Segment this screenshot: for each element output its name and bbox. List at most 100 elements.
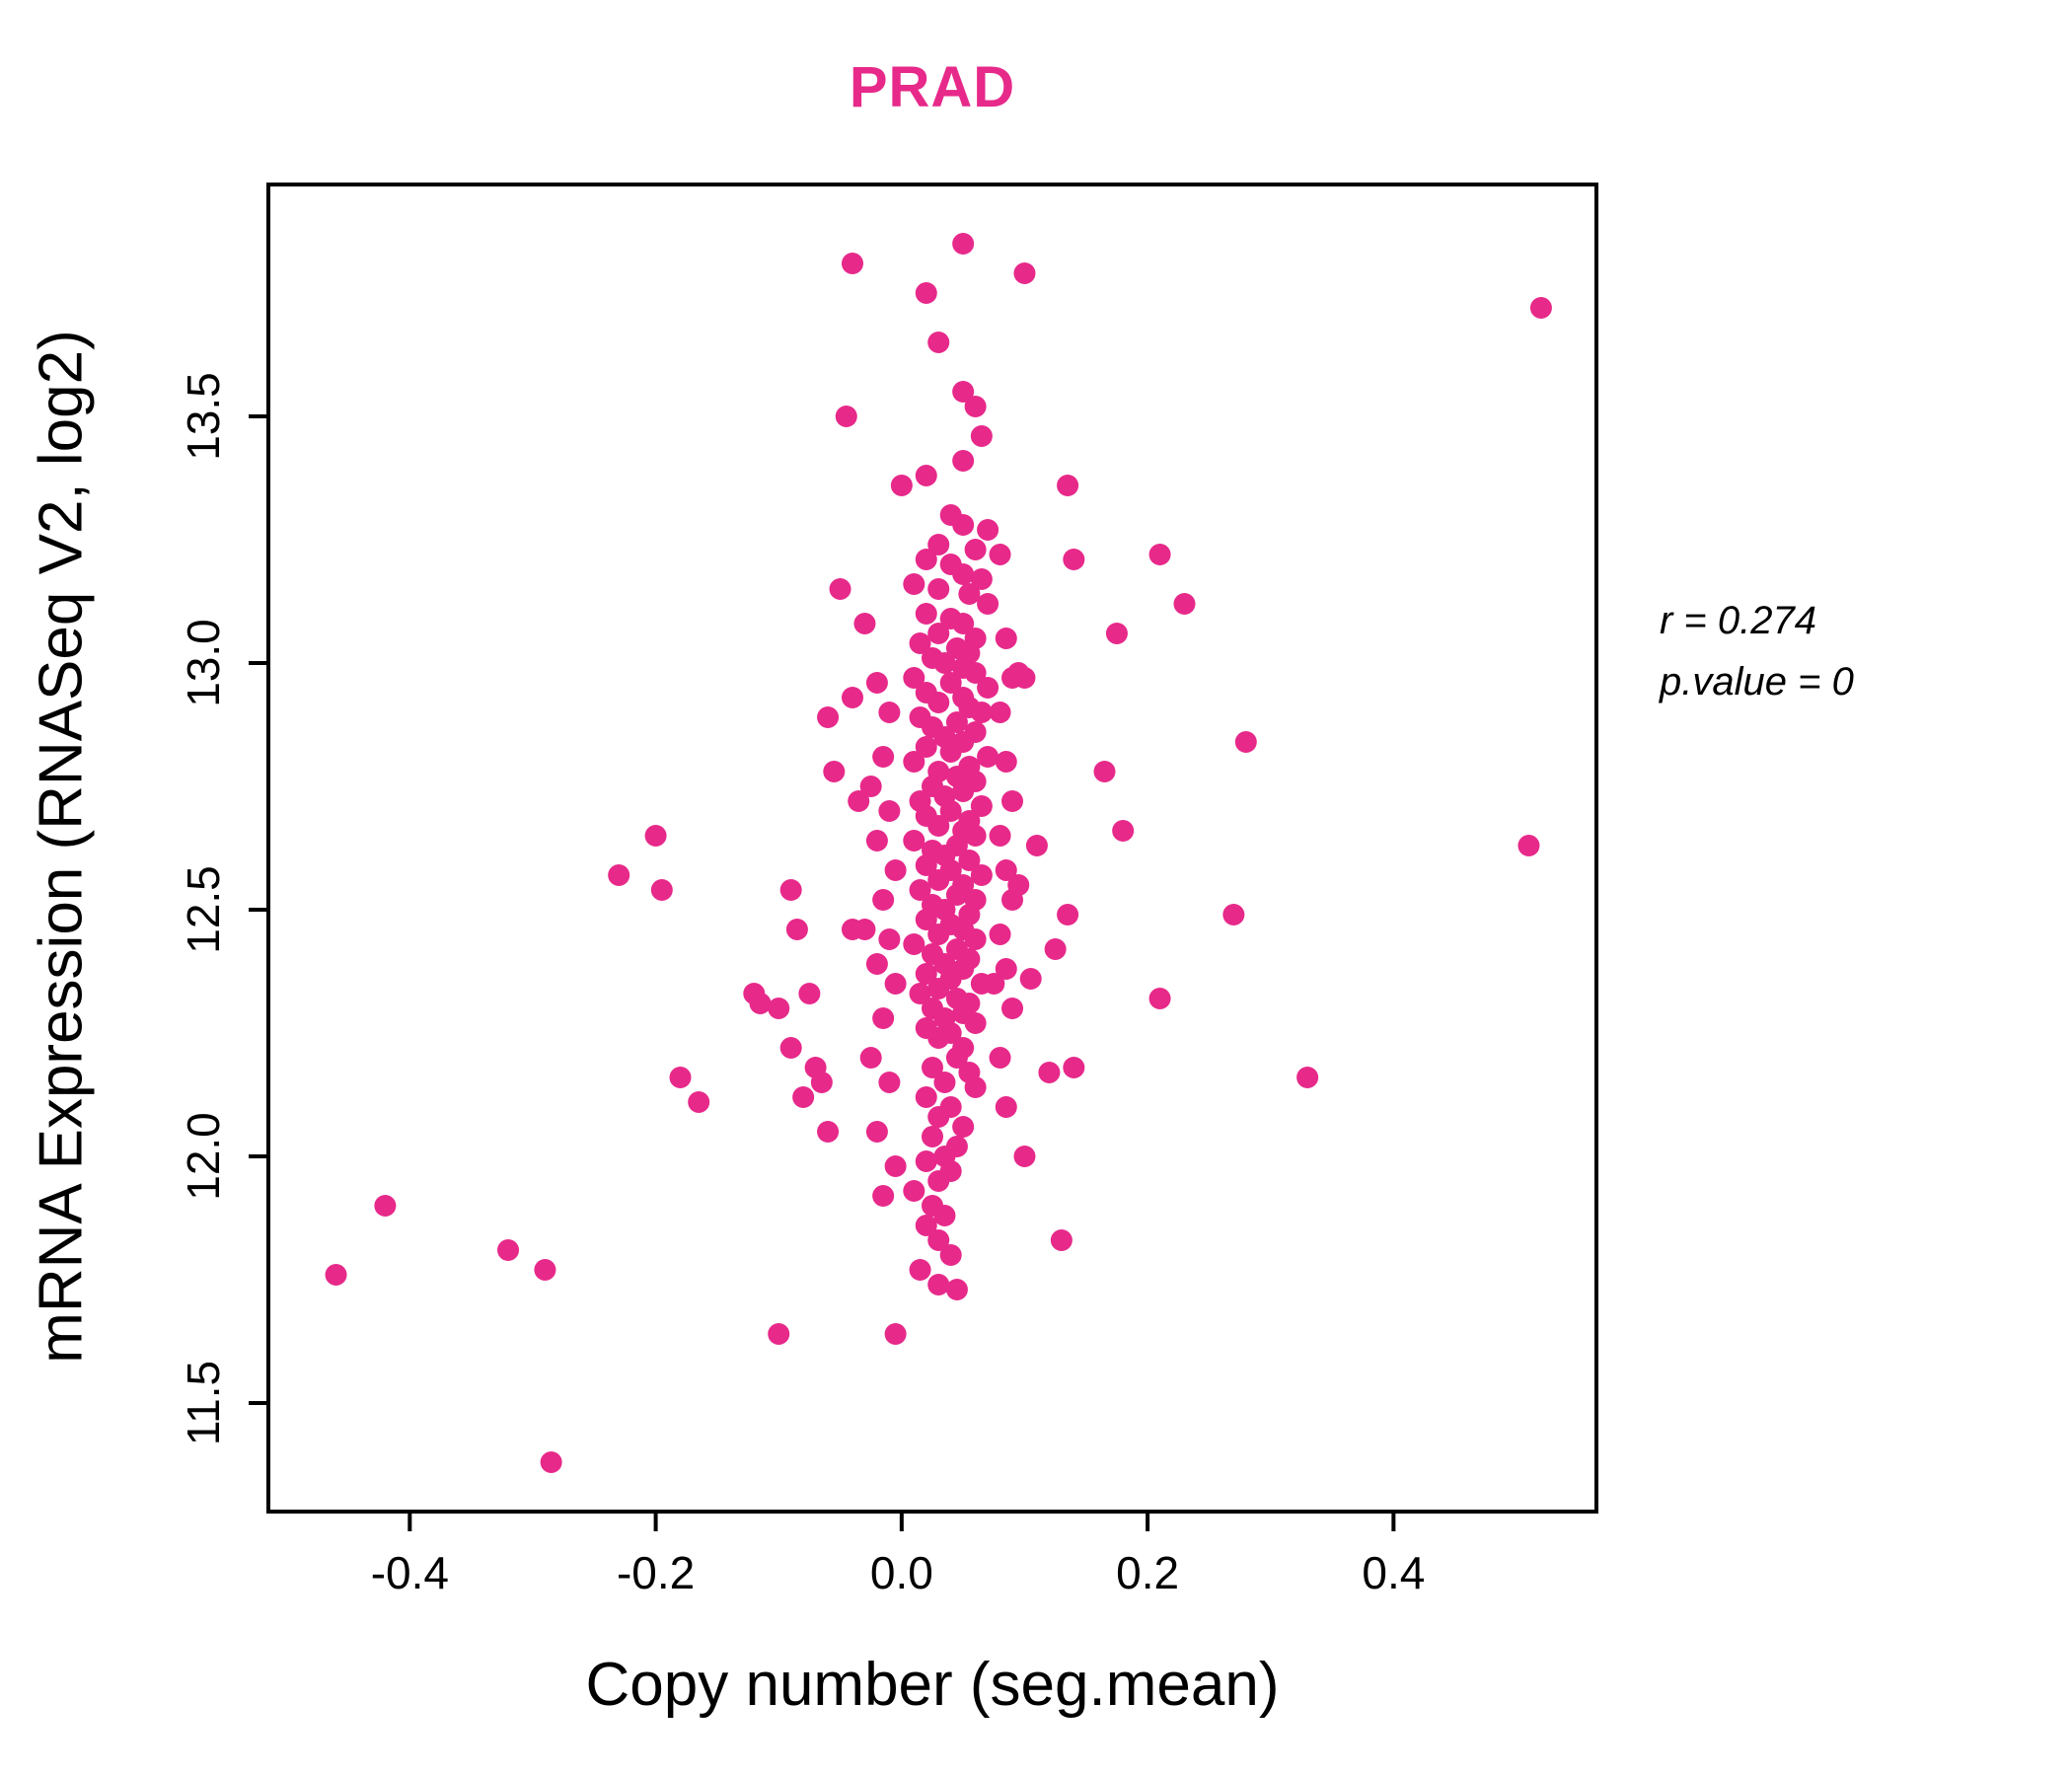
correlation-annotation: r = 0.274 p.value = 0	[1660, 590, 1854, 712]
data-point	[865, 953, 888, 975]
data-point	[841, 687, 863, 708]
data-point	[927, 924, 950, 945]
data-point	[983, 973, 1005, 995]
data-point	[933, 1205, 956, 1226]
data-point	[817, 1121, 840, 1143]
data-point	[823, 761, 846, 782]
data-point	[884, 973, 907, 995]
r-value-text: r = 0.274	[1660, 599, 1817, 642]
data-point	[1001, 790, 1024, 812]
y-axis-tick-label: 11.5	[178, 1361, 229, 1445]
data-point	[927, 692, 950, 713]
data-point	[817, 706, 840, 728]
data-point	[989, 702, 1011, 723]
data-point	[927, 815, 950, 837]
data-point	[903, 830, 925, 851]
data-point	[1007, 874, 1030, 896]
data-point	[1112, 820, 1135, 842]
data-point	[952, 780, 975, 802]
data-point	[964, 928, 987, 950]
data-point	[884, 859, 907, 881]
data-point	[1234, 731, 1257, 753]
data-point	[798, 983, 821, 1004]
data-point	[1050, 1229, 1073, 1251]
data-point	[1001, 667, 1024, 689]
data-point	[927, 578, 950, 600]
data-point	[872, 1185, 895, 1207]
p-value-text: p.value = 0	[1660, 660, 1854, 703]
data-point	[1529, 297, 1552, 319]
data-point	[878, 1072, 901, 1093]
data-point	[768, 1323, 790, 1345]
data-point	[964, 1076, 987, 1098]
data-point	[989, 1047, 1011, 1069]
data-point	[977, 519, 999, 541]
data-point	[964, 825, 987, 847]
data-point	[952, 1116, 975, 1138]
data-point	[1044, 938, 1067, 960]
data-point	[608, 864, 630, 886]
data-point	[945, 1047, 968, 1069]
data-point	[915, 736, 937, 758]
data-point	[1105, 623, 1128, 644]
data-point	[989, 544, 1011, 565]
data-point	[927, 978, 950, 999]
data-point	[989, 825, 1011, 847]
data-point	[1148, 988, 1171, 1009]
data-point	[995, 751, 1017, 773]
data-point	[909, 983, 931, 1004]
data-point	[915, 1215, 937, 1236]
data-point	[669, 1067, 692, 1088]
x-axis-tick-label: -0.2	[617, 1547, 695, 1598]
data-point	[952, 381, 975, 403]
data-point	[1173, 593, 1196, 615]
data-point	[964, 539, 987, 560]
data-point	[909, 879, 931, 901]
data-point	[1038, 1062, 1061, 1083]
data-point	[939, 1244, 962, 1266]
x-axis-tick-label: 0.0	[870, 1547, 933, 1598]
y-axis-tick-label: 12.5	[178, 865, 229, 954]
x-axis-label: Copy number (seg.mean)	[585, 1651, 1280, 1719]
data-point	[952, 613, 975, 634]
y-axis-tick-label: 13.0	[178, 619, 229, 707]
data-point	[945, 1279, 968, 1300]
data-point	[927, 1027, 950, 1049]
data-point	[1148, 544, 1171, 565]
data-point	[977, 677, 999, 699]
data-point	[878, 702, 901, 723]
data-point	[1025, 835, 1048, 856]
data-point	[995, 859, 1017, 881]
data-point	[970, 702, 993, 723]
data-point	[958, 850, 981, 871]
data-point	[884, 1323, 907, 1345]
data-point	[872, 889, 895, 911]
data-point	[884, 1155, 907, 1177]
data-point	[688, 1091, 710, 1113]
data-point	[841, 253, 863, 274]
data-point	[749, 993, 772, 1014]
data-point	[534, 1259, 556, 1281]
data-point	[779, 879, 802, 901]
data-point	[903, 933, 925, 955]
data-point	[325, 1264, 347, 1286]
data-point	[1517, 835, 1540, 856]
data-point	[927, 1170, 950, 1192]
data-point	[1013, 1146, 1036, 1167]
chart-title: PRAD	[849, 55, 1016, 119]
data-point	[1057, 904, 1079, 925]
data-point	[865, 830, 888, 851]
data-point	[933, 1072, 956, 1093]
data-point	[540, 1451, 562, 1473]
data-point	[915, 963, 937, 985]
data-point	[890, 475, 913, 496]
data-point	[909, 1259, 931, 1281]
data-point	[933, 652, 956, 674]
data-point	[945, 884, 968, 906]
plot-border	[266, 183, 1598, 1514]
data-point	[1222, 904, 1245, 925]
data-point	[952, 514, 975, 536]
data-point	[1057, 475, 1079, 496]
data-point	[915, 1086, 937, 1108]
